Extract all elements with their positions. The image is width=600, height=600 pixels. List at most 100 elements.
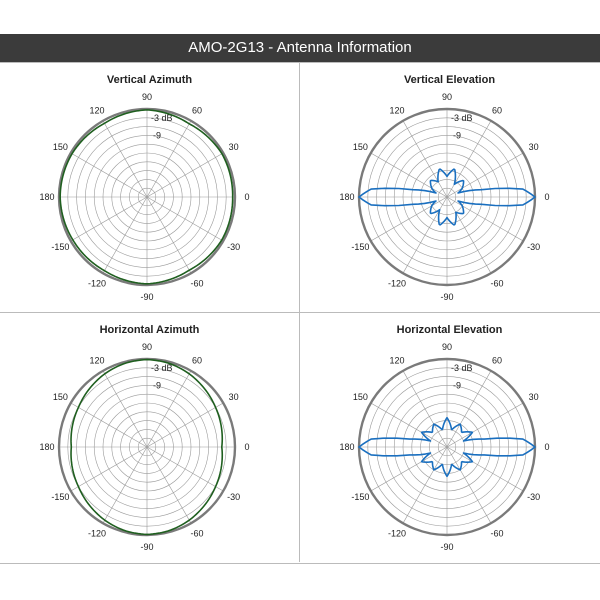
polar-chart-vertical-azimuth: 90 60 30 0 -30 -60 -90 -120 -150 180 150 120 -3 dB -9 [39,92,249,302]
panel-horizontal-elevation: Horizontal Elevation 90 60 30 0 -30 -60 -90 -12… [300,313,599,563]
ring-label: -9 [153,380,161,390]
ring-label: -9 [153,130,161,140]
angle-label: -90 [440,292,453,302]
grid-spoke [70,152,148,198]
angle-label: 180 [39,192,54,202]
angle-label: 90 [442,92,452,102]
angle-label: 120 [389,355,404,365]
angle-label: -150 [351,242,369,252]
ring-label: -3 dB [451,113,473,123]
angle-label: -60 [490,279,503,289]
panel-grid [0,62,600,564]
angle-label: 60 [192,355,202,365]
angle-label: -120 [388,529,406,539]
grid-spoke [370,196,448,242]
angle-label: 0 [244,192,249,202]
angle-label: 120 [389,105,404,115]
panel-horizontal-azimuth: Horizontal Azimuth 90 60 30 0 -30 -60 -90 -120 -… [0,313,299,563]
ring-label: -3 dB [451,363,473,373]
grid-spoke [402,446,448,524]
grid-spoke [146,152,224,198]
angle-label: -30 [527,492,540,502]
polar-chart-vertical-elevation: 90 60 30 0 -30 -60 -90 -120 -150 180 150 120 -3 dB -9 [339,92,549,302]
pattern-line [59,109,234,285]
angle-label: 30 [529,392,539,402]
grid-spoke [102,196,148,274]
angle-label: -60 [190,279,203,289]
angle-label: 150 [53,142,68,152]
grid-spoke [70,196,148,242]
grid-spoke [446,446,492,524]
grid-spoke [102,120,148,198]
chart-title: Horizontal Elevation [396,324,503,336]
grid-spoke [146,446,192,524]
angle-label: -150 [51,242,69,252]
angle-label: 150 [353,142,368,152]
ring-label: -9 [453,380,461,390]
angle-label: -30 [227,242,240,252]
grid-spoke [402,196,448,274]
angle-label: 180 [339,442,354,452]
pattern-line [358,416,536,478]
angle-label: 120 [89,355,104,365]
angle-label: 0 [544,442,549,452]
angle-label: -120 [88,529,106,539]
grid-spoke [70,446,148,492]
angle-label: 60 [192,105,202,115]
polar-chart-horizontal-elevation: 90 60 30 0 -30 -60 -90 -120 -150 180 150 120 -3 dB -9 [339,342,549,552]
angle-label: 30 [229,142,239,152]
angle-label: 90 [142,342,152,352]
angle-label: -120 [388,279,406,289]
angle-label: -150 [351,492,369,502]
angle-label: 30 [529,142,539,152]
angle-label: 180 [339,192,354,202]
angle-label: -90 [440,542,453,552]
grid-spoke [370,446,448,492]
panel-vertical-azimuth: Vertical Azimuth 90 60 30 0 -30 -60 -90 -120 -15… [0,63,299,313]
grid-spoke [102,446,148,524]
angle-label: 30 [229,392,239,402]
pattern-line [70,358,224,536]
ring-label: -3 dB [151,363,173,373]
grid-spoke [146,196,192,274]
angle-label: -60 [490,529,503,539]
angle-label: -30 [227,492,240,502]
grid-spoke [146,120,192,198]
angle-label: 60 [492,355,502,365]
grid-spoke [146,370,192,448]
ring-label: -9 [453,130,461,140]
grid-divider-horizontal [0,312,600,313]
grid-spoke [70,402,148,448]
angle-label: -30 [527,242,540,252]
ring-label: -3 dB [151,113,173,123]
grid-spoke [146,402,224,448]
angle-label: 90 [442,342,452,352]
grid-spoke [402,370,448,448]
grid-spoke [446,196,524,242]
grid-spoke [446,152,524,198]
grid-spoke [146,446,224,492]
polar-chart-horizontal-azimuth: 90 60 30 0 -30 -60 -90 -120 -150 180 150 120 -3 dB -9 [39,342,249,552]
grid-spoke [402,120,448,198]
angle-label: -60 [190,529,203,539]
angle-label: -120 [88,279,106,289]
grid-spoke [370,152,448,198]
angle-label: -150 [51,492,69,502]
panel-vertical-elevation: Vertical Elevation 90 60 30 0 -30 -60 -90 -120 -… [300,63,599,313]
grid-spoke [446,402,524,448]
grid-spoke [446,446,524,492]
angle-label: 180 [39,442,54,452]
grid-spoke [446,370,492,448]
grid-spoke [146,196,224,242]
angle-label: 120 [89,105,104,115]
chart-title: Horizontal Azimuth [99,324,200,336]
angle-label: 60 [492,105,502,115]
angle-label: -90 [140,292,153,302]
angle-label: 150 [53,392,68,402]
angle-label: 0 [544,192,549,202]
grid-spoke [446,196,492,274]
grid-spoke [370,402,448,448]
angle-label: 90 [142,92,152,102]
chart-title: Vertical Elevation [403,74,496,86]
chart-title: Vertical Azimuth [106,74,193,86]
